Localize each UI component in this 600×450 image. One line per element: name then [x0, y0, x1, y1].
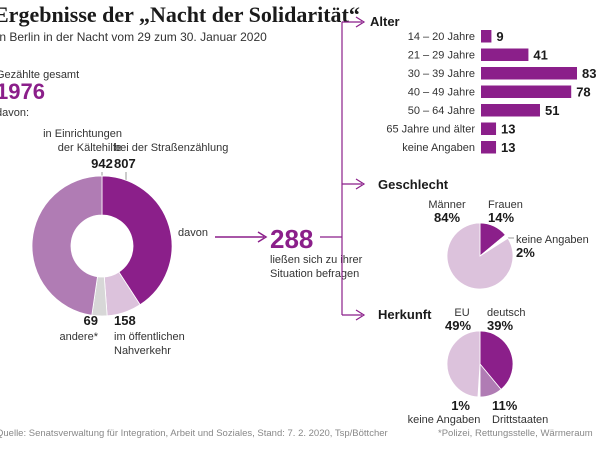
herkunft-value-dritt: 11%: [492, 398, 518, 413]
bracket-arrow-herkunft: [355, 309, 366, 321]
alter-bar-chart: 14 – 20 Jahre 9 21 – 29 Jahre 41 30 – 39 Jah…: [386, 29, 596, 155]
alter-bar: [481, 30, 492, 43]
herkunft-label-dritt: Drittstaaten: [492, 414, 548, 426]
total-value: 1976: [0, 79, 45, 104]
herkunft-value-deutsch: 39%: [487, 318, 513, 333]
alter-value-label: 13: [501, 122, 515, 137]
geschlecht-value-maenner: 84%: [434, 210, 460, 225]
bracket-arrow-alter: [355, 16, 366, 28]
alter-category-label: 30 – 39 Jahre: [408, 68, 475, 80]
donut-label-andere: andere*: [59, 331, 98, 343]
bracket-arrow-geschlecht: [355, 178, 366, 190]
total-davon: davon:: [0, 107, 29, 119]
alter-bar: [481, 85, 572, 98]
footer-note: *Polizei, Rettungsstelle, Wärmeraum: [438, 428, 593, 439]
footer-source: Quelle: Senatsverwaltung für Integration…: [0, 428, 388, 439]
herkunft-slice-eu: [446, 330, 481, 398]
geschlecht-title: Geschlecht: [378, 177, 449, 192]
donut-label-oepnv-line1: im öffentlichen: [114, 331, 185, 343]
alter-value-label: 83: [582, 66, 596, 81]
herkunft-value-keine: 1%: [451, 398, 470, 413]
geschlecht-slice-maenner: [446, 222, 514, 290]
donut-value-oepnv: 158: [114, 313, 136, 328]
donut-label-kaeltehilfe-line2: der Kältehilfe: [58, 142, 122, 154]
alter-title: Alter: [370, 14, 400, 29]
alter-category-label: 21 – 29 Jahre: [408, 50, 475, 62]
herkunft-slice-deutsch: [479, 330, 514, 390]
alter-value-label: 41: [533, 48, 547, 63]
alter-bar: [481, 48, 529, 61]
alter-bar: [481, 122, 497, 135]
bracket-lines: [320, 21, 362, 316]
alter-value-label: 9: [496, 29, 503, 44]
geschlecht-value-frauen: 14%: [488, 210, 514, 225]
arrow-head: [257, 231, 268, 243]
geschlecht-label-frauen: Frauen: [488, 199, 523, 211]
donut-chart: [31, 175, 173, 317]
herkunft-pie-chart: [446, 330, 514, 398]
chart-subtitle: In Berlin in der Nacht vom 29 zum 30. Ja…: [0, 30, 267, 44]
donut-label-strassen: bei der Straßenzählung: [114, 142, 228, 154]
alter-value-label: 13: [501, 140, 515, 155]
alter-category-label: 65 Jahre und älter: [386, 124, 475, 136]
alter-bar: [481, 141, 497, 154]
herkunft-label-eu: EU: [454, 307, 469, 319]
alter-category-label: 50 – 64 Jahre: [408, 105, 475, 117]
alter-category-label: 40 – 49 Jahre: [408, 87, 475, 99]
geschlecht-value-keine: 2%: [516, 245, 535, 260]
geschlecht-pie-chart: [446, 222, 514, 290]
alter-category-label: keine Angaben: [402, 142, 475, 154]
total-label: Gezählte gesamt: [0, 69, 79, 81]
alter-category-label: 14 – 20 Jahre: [408, 31, 475, 43]
alter-bar: [481, 104, 540, 117]
donut-slice-kaeltehilfe: [31, 175, 103, 316]
geschlecht-label-maenner: Männer: [428, 199, 466, 211]
chart-title: Ergebnisse der „Nacht der Solidarität“: [0, 2, 360, 27]
donut-value-strassen: 807: [114, 156, 136, 171]
donut-label-oepnv-line2: Nahverkehr: [114, 345, 171, 357]
herkunft-label-deutsch: deutsch: [487, 307, 526, 319]
surveyed-value: 288: [270, 224, 313, 254]
alter-value-label: 78: [576, 85, 590, 100]
donut-value-kaeltehilfe: 942: [91, 156, 113, 171]
donut-value-andere: 69: [84, 313, 98, 328]
geschlecht-label-keine: keine Angaben: [516, 234, 589, 246]
surveyed-text-line1: ließen sich zu ihrer: [270, 254, 363, 266]
surveyed-text-line2: Situation befragen: [270, 268, 359, 280]
alter-bar: [481, 67, 577, 80]
herkunft-value-eu: 49%: [445, 318, 471, 333]
donut-label-kaeltehilfe-line1: in Einrichtungen: [43, 128, 122, 140]
alter-value-label: 51: [545, 103, 559, 118]
connector-davon: davon: [178, 227, 208, 239]
herkunft-title: Herkunft: [378, 307, 432, 322]
herkunft-label-keine: keine Angaben: [408, 414, 481, 426]
